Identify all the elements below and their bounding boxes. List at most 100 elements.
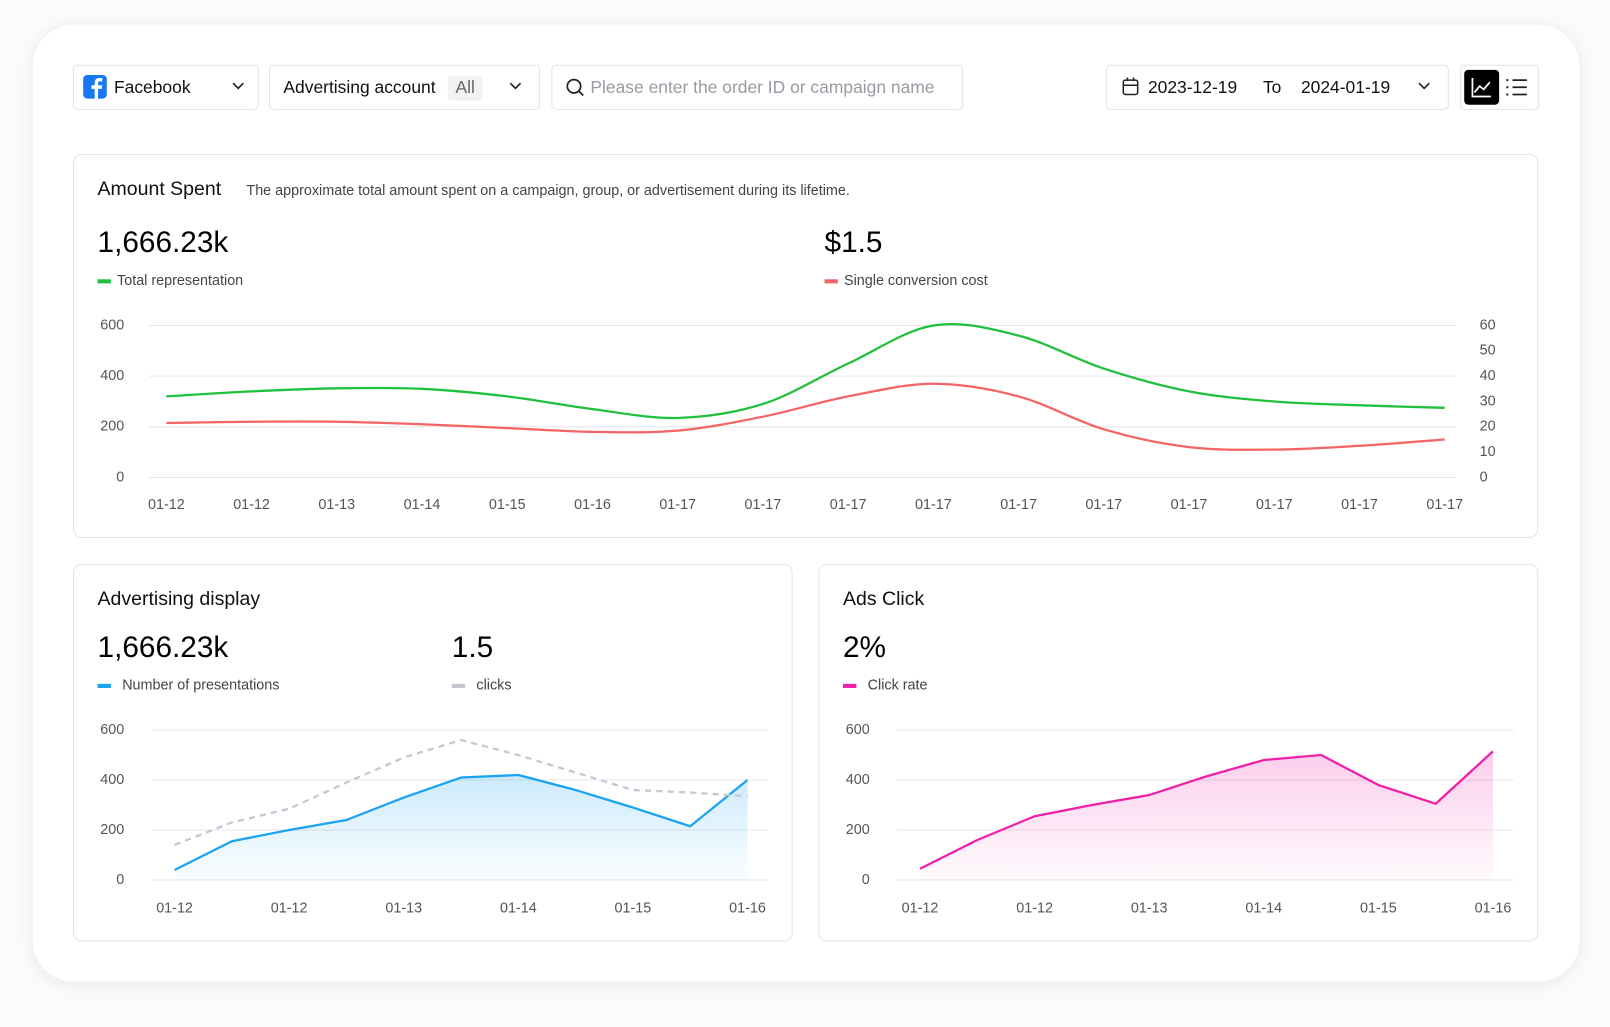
x-tick-label: 01-12 [156,901,193,917]
account-label: Advertising account [283,77,435,97]
x-tick-label: 01-17 [915,497,952,513]
date-from: 2023-12-19 [1148,77,1237,97]
x-tick-label: 01-12 [148,497,185,513]
y-tick-label: 0 [116,469,124,485]
kpi-value: 1,666.23k [98,631,229,664]
x-tick-label: 01-17 [1341,497,1378,513]
x-tick-label: 01-17 [1426,497,1463,513]
line [166,322,1445,420]
date-sep: To [1263,77,1281,97]
search-icon [566,78,582,94]
x-tick-label: 01-12 [1016,901,1053,917]
kpi-value: 1.5 [452,631,493,664]
x-tick-label: 01-15 [1360,901,1397,917]
y-tick-label: 400 [100,772,124,788]
y-tick-label: 200 [100,419,124,435]
x-tick-label: 01-17 [1085,497,1122,513]
chart-card [72,154,1539,539]
x-tick-label: 01-12 [902,901,939,917]
y-tick-label: 600 [846,722,870,738]
y2-tick-label: 40 [1480,368,1496,384]
y-tick-label: 200 [846,822,870,838]
legend-swatch [97,683,111,688]
y2-tick-label: 30 [1480,393,1496,409]
x-tick-label: 01-15 [615,901,652,917]
x-tick-label: 01-13 [318,497,355,513]
x-tick-label: 01-13 [1131,901,1168,917]
x-tick-label: 01-12 [271,901,308,917]
platform-select[interactable]: Facebook [72,64,259,110]
list-view-icon[interactable] [1512,79,1527,96]
y2-tick-label: 60 [1480,317,1496,333]
legend-swatch [824,279,838,284]
kpi-value: 2% [843,631,886,664]
x-tick-label: 01-17 [1000,497,1037,513]
account-select[interactable]: Advertising account All [269,64,541,110]
y-tick-label: 200 [100,822,124,838]
date-to: 2024-01-19 [1301,77,1390,97]
x-tick-label: 01-12 [233,497,270,513]
x-tick-label: 01-13 [385,901,422,917]
search-icon-handle [578,90,584,97]
y-tick-label: 400 [846,772,870,788]
facebook-glyph [91,77,103,99]
account-value: All [455,77,474,97]
chevron [232,82,244,90]
line [174,773,749,871]
chart-view-icon [1471,78,1491,98]
legend-swatch [451,683,466,688]
search-placeholder: Please enter the order ID or campaign na… [590,77,934,97]
legend-label: clicks [476,678,511,694]
y-tick-label: 0 [116,872,124,888]
x-tick-label: 01-16 [574,497,611,513]
y2-tick-label: 50 [1480,343,1496,359]
x-tick-label: 01-16 [729,901,766,917]
calendar-icon [1122,79,1139,96]
chart-title: Ads Click [843,588,925,610]
legend-swatch [843,683,857,688]
select-box[interactable] [72,64,259,110]
list-view-dots [1506,79,1509,96]
legend-label: Number of presentations [122,678,279,694]
y2-tick-label: 0 [1480,469,1488,485]
line [166,382,1445,451]
x-tick-label: 01-15 [489,497,526,513]
y2-tick-label: 20 [1480,419,1496,435]
chart-title: Advertising display [98,588,261,610]
kpi-value: 1,666.23k [98,226,229,259]
y-tick-label: 600 [100,317,124,333]
x-tick-label: 01-16 [1475,901,1512,917]
chart-card [72,563,793,942]
chart-title: Amount Spent [98,178,222,200]
line [919,750,1494,870]
platform-text: Facebook [114,77,191,97]
account-chip [447,75,483,101]
date-box[interactable] [1105,64,1449,110]
view-toggle[interactable] [1460,64,1540,110]
x-tick-label: 01-14 [1245,901,1282,917]
search-input[interactable] [551,64,964,110]
x-tick-label: 01-17 [745,497,782,513]
calendar-icon-lines [1123,77,1138,86]
y-tick-label: 0 [862,872,870,888]
date-range[interactable]: 2023-12-19 To 2024-01-19 [1105,64,1449,110]
legend-label: Single conversion cost [844,273,988,289]
line [174,738,748,847]
search-box[interactable]: Please enter the order ID or campaign na… [551,64,964,110]
chevron [1418,82,1430,90]
legend-label: Click rate [868,678,928,694]
y2-tick-label: 10 [1480,444,1496,460]
area [174,775,748,880]
x-tick-label: 01-17 [1256,497,1293,513]
x-tick-label: 01-17 [1171,497,1208,513]
chevron [509,82,522,90]
x-tick-label: 01-17 [830,497,867,513]
x-tick-label: 01-17 [659,497,696,513]
area [920,751,1493,880]
legend-swatch [97,279,111,284]
legend-label: Total representation [117,273,243,289]
chart-subtitle: The approximate total amount spent on a … [246,183,849,199]
x-tick-label: 01-14 [404,497,441,513]
